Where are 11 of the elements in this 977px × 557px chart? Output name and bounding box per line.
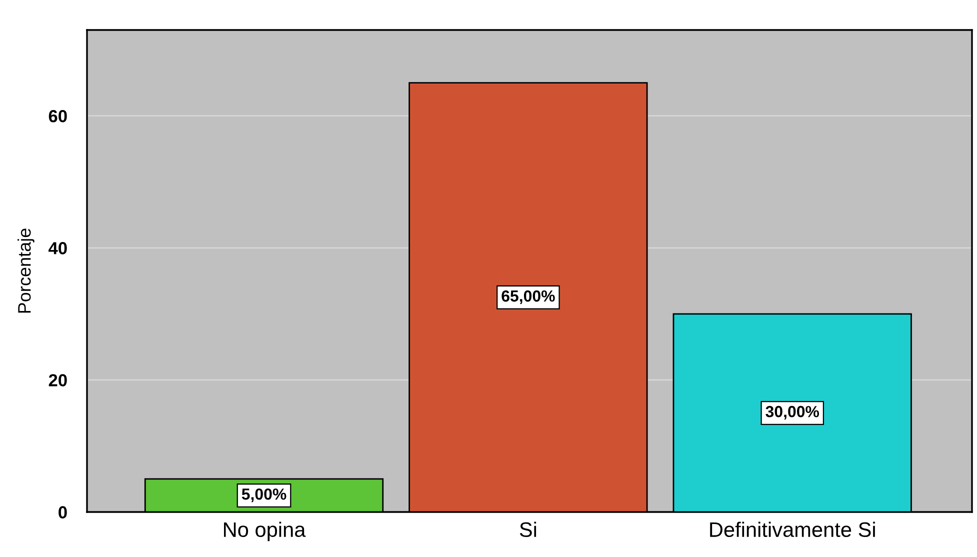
y-tick-label: 60 [48, 110, 67, 122]
x-tick-label: Definitivamente Si [710, 522, 875, 538]
y-tick-label: 40 [48, 242, 67, 254]
data-label: 65,00% [502, 290, 555, 304]
x-tick-label: No opina [224, 522, 306, 542]
data-label: 30,00% [766, 406, 820, 420]
x-tick-label: Si [520, 522, 536, 538]
y-axis-title: Porcentaje [18, 228, 34, 313]
data-label: 5,00% [242, 488, 286, 502]
y-tick-label: 0 [58, 506, 67, 518]
y-tick-label: 20 [48, 374, 67, 386]
